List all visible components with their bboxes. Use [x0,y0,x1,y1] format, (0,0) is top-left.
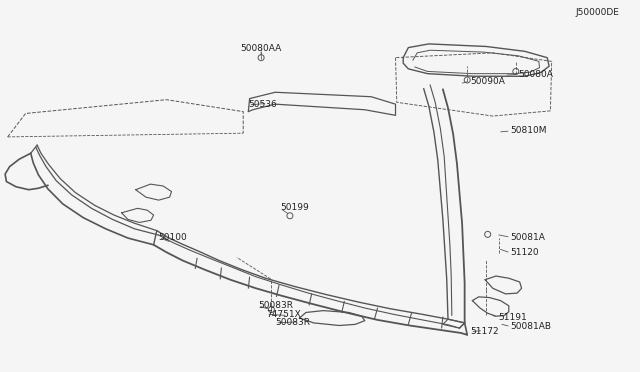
Text: 50080AA: 50080AA [241,44,282,53]
Text: 74751X: 74751X [266,310,301,319]
Text: 50100: 50100 [159,233,188,242]
Text: 50083R: 50083R [258,301,293,310]
Text: 50083R: 50083R [275,318,310,327]
Text: 51191: 51191 [498,313,527,322]
Text: J50000DE: J50000DE [575,8,620,17]
Text: 51172: 51172 [470,327,499,336]
Text: 50199: 50199 [280,203,309,212]
Text: 51120: 51120 [511,248,540,257]
Text: 50810M: 50810M [511,126,547,135]
Text: 50536: 50536 [248,100,277,109]
Text: 50081A: 50081A [511,233,545,242]
Text: 50090A: 50090A [470,77,505,86]
Text: 50081AB: 50081AB [511,322,552,331]
Text: 50080A: 50080A [518,70,553,79]
